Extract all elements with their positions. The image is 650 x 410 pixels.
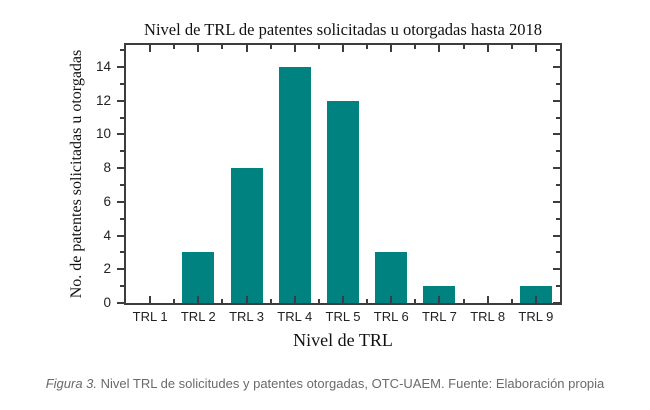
y-major-tick-right: [553, 234, 560, 237]
x-minor-tick-top: [462, 45, 465, 49]
y-minor-tick-left: [120, 150, 124, 153]
x-major-tick-top: [293, 45, 296, 52]
x-minor-tick-bottom: [462, 299, 465, 303]
y-major-tick-left: [117, 167, 124, 170]
y-minor-tick-left: [120, 49, 124, 52]
y-minor-tick-left: [120, 82, 124, 85]
x-major-tick-top: [438, 45, 441, 52]
bar-trl-2: [182, 252, 215, 303]
x-tick-label: TRL 4: [277, 309, 313, 324]
x-major-tick-top: [534, 45, 537, 52]
y-minor-tick-right: [556, 285, 560, 288]
x-minor-tick-top: [366, 45, 369, 49]
x-minor-tick-bottom: [317, 299, 320, 303]
bar-trl-6: [375, 252, 408, 303]
x-minor-tick-bottom: [510, 299, 513, 303]
x-tick-label: TRL 5: [325, 309, 361, 324]
y-minor-tick-right: [556, 82, 560, 85]
y-major-tick-right: [553, 133, 560, 136]
x-major-tick-bottom: [245, 296, 248, 303]
y-major-tick-left: [117, 302, 124, 304]
y-tick-label: 14: [95, 58, 111, 74]
x-tick-label: TRL 2: [180, 309, 216, 324]
y-major-tick-right: [553, 302, 560, 304]
plot-area: [117, 43, 562, 305]
x-tick-label: TRL 9: [518, 309, 554, 324]
x-major-tick-top: [197, 45, 200, 52]
x-major-tick-top: [390, 45, 393, 52]
y-major-tick-right: [553, 268, 560, 271]
x-major-tick-bottom: [149, 296, 152, 303]
x-minor-tick-bottom: [414, 299, 417, 303]
y-major-tick-right: [553, 167, 560, 170]
y-major-tick-right: [553, 99, 560, 102]
x-minor-tick-bottom: [366, 299, 369, 303]
x-major-tick-top: [149, 45, 152, 52]
bar-trl-5: [327, 100, 359, 303]
figure-caption-text: Nivel TRL de solicitudes y patentes otor…: [100, 376, 605, 391]
x-major-tick-bottom: [390, 296, 393, 303]
y-minor-tick-left: [120, 285, 124, 288]
y-minor-tick-right: [556, 150, 560, 153]
y-major-tick-left: [117, 234, 124, 237]
y-minor-tick-right: [556, 251, 560, 254]
chart-title: Nivel de TRL de patentes solicitadas u o…: [144, 20, 542, 39]
x-major-tick-bottom: [293, 296, 296, 303]
x-major-tick-bottom: [197, 296, 200, 303]
x-tick-label: TRL 8: [470, 309, 506, 324]
x-minor-tick-bottom: [221, 299, 224, 303]
y-tick-label: 2: [103, 261, 111, 277]
x-major-tick-bottom: [486, 296, 489, 303]
bar-trl-9: [519, 286, 552, 303]
x-major-tick-bottom: [342, 296, 344, 303]
x-minor-tick-top: [317, 45, 320, 49]
x-minor-tick-bottom: [269, 299, 272, 303]
x-minor-tick-top: [221, 45, 224, 49]
bar-trl-3: [230, 168, 263, 303]
y-minor-tick-left: [120, 183, 124, 186]
y-minor-tick-right: [556, 217, 560, 220]
y-tick-label: 6: [103, 193, 111, 209]
y-tick-label: 10: [95, 126, 111, 142]
y-minor-tick-right: [556, 49, 560, 52]
x-major-tick-bottom: [438, 296, 441, 303]
x-tick-label: TRL 3: [229, 309, 264, 324]
x-tick-label: TRL 6: [373, 309, 409, 324]
x-minor-tick-bottom: [173, 299, 176, 303]
y-major-tick-left: [117, 268, 124, 271]
x-tick-label: TRL 1: [132, 309, 168, 324]
x-minor-tick-top: [269, 45, 272, 49]
y-minor-tick-left: [120, 217, 124, 220]
y-major-tick-left: [117, 65, 124, 68]
y-tick-label: 8: [103, 160, 111, 176]
y-minor-tick-right: [556, 116, 560, 119]
x-major-tick-top: [486, 45, 489, 52]
y-minor-tick-right: [556, 183, 560, 186]
x-major-tick-bottom: [534, 296, 537, 303]
y-tick-label: 12: [95, 92, 111, 108]
x-major-tick-top: [245, 45, 248, 52]
y-major-tick-right: [553, 200, 560, 203]
bar-trl-7: [423, 286, 456, 303]
y-minor-tick-left: [120, 116, 124, 119]
x-minor-tick-top: [414, 45, 417, 49]
x-tick-label: TRL 7: [421, 309, 457, 324]
x-major-tick-top: [342, 45, 344, 52]
x-minor-tick-top: [510, 45, 513, 49]
figure-caption: Figura 3. Nivel TRL de solicitudes y pat…: [0, 376, 650, 391]
figure-caption-label: Figura 3.: [45, 376, 98, 391]
y-major-tick-left: [117, 99, 124, 102]
y-tick-label: 0: [103, 295, 111, 310]
x-minor-tick-top: [173, 45, 176, 49]
x-axis-title: Nivel de TRL: [293, 330, 393, 350]
y-minor-tick-left: [120, 251, 124, 254]
bar-trl-4: [278, 66, 311, 303]
y-tick-label: 4: [103, 227, 111, 243]
y-major-tick-right: [553, 65, 560, 68]
y-major-tick-left: [117, 200, 124, 203]
y-major-tick-left: [117, 133, 124, 136]
